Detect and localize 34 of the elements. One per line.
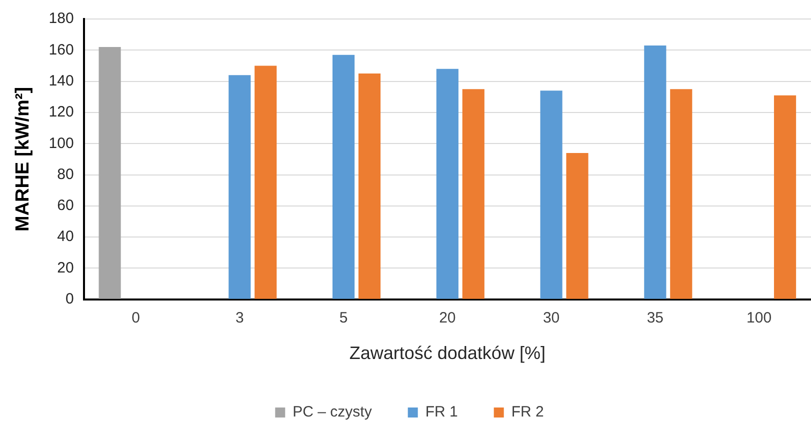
bar	[566, 152, 588, 299]
x-tick-label: 35	[646, 310, 664, 327]
y-tick-label: 140	[48, 72, 74, 90]
y-tick-label: 60	[57, 197, 74, 214]
bar	[540, 90, 562, 299]
y-tick-label: 0	[65, 290, 74, 308]
x-tick-label: 30	[542, 310, 560, 327]
y-tick-label: 80	[57, 166, 74, 183]
bar	[462, 89, 484, 299]
x-tick-label: 20	[439, 310, 456, 327]
y-tick-label: 100	[48, 134, 74, 152]
x-tick-label: 3	[235, 310, 244, 327]
y-tick-label: 40	[57, 228, 74, 246]
y-axis-title: MARHE [kW/m²]	[12, 86, 34, 232]
legend-label: PC – czysty	[292, 404, 372, 421]
bar	[228, 75, 251, 299]
bar	[644, 45, 666, 299]
bar	[436, 68, 458, 299]
bar	[332, 54, 355, 299]
y-tick-label: 180	[48, 10, 74, 28]
x-tick-label: 0	[132, 310, 140, 327]
legend-label: FR 1	[425, 404, 458, 421]
bar	[774, 95, 796, 299]
y-tick-label: 20	[57, 259, 74, 276]
bar	[358, 74, 381, 299]
y-tick-label: 160	[48, 41, 74, 58]
x-axis-title: Zawartość dodatków [%]	[349, 343, 546, 364]
x-tick-label: 5	[339, 310, 348, 327]
x-tick-label: 100	[746, 310, 772, 327]
bar	[670, 89, 692, 299]
bar	[98, 47, 121, 299]
legend-label: FR 2	[511, 404, 544, 421]
y-tick-label: 120	[48, 104, 74, 121]
bar	[254, 66, 277, 299]
